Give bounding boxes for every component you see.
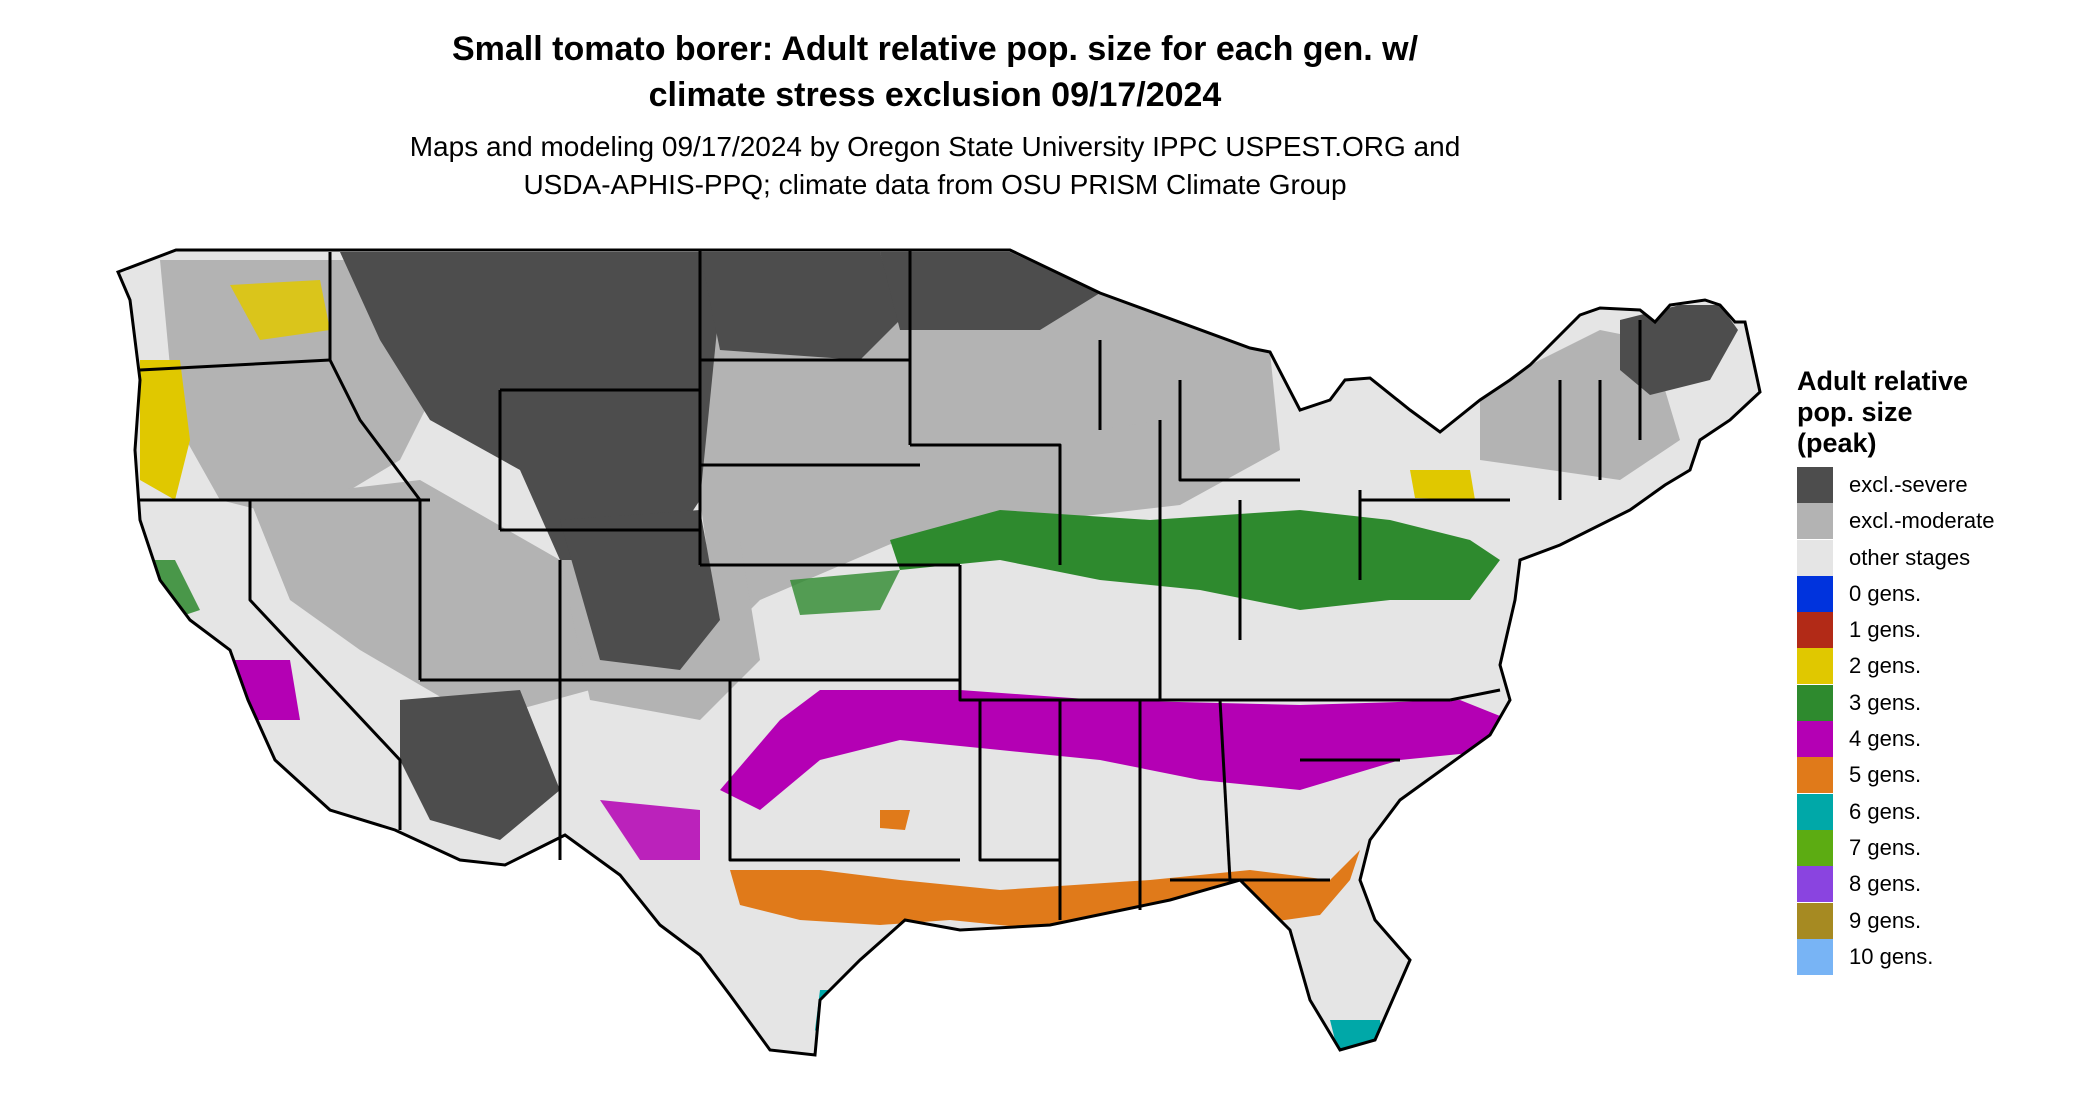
legend-label: 0 gens. <box>1849 580 1922 606</box>
zone-2-gens-new-york <box>1410 470 1475 500</box>
legend-item-0-gens: 0 gens. <box>1797 575 2087 612</box>
legend-item-5-gens: 5 gens. <box>1797 757 2087 794</box>
legend-swatch <box>1797 902 1833 939</box>
legend-item-4-gens: 4 gens. <box>1797 721 2087 758</box>
legend-label: 3 gens. <box>1849 689 1922 715</box>
zone-2-gens-washington <box>230 280 330 340</box>
legend-title: Adult relative pop. size (peak) <box>1797 366 2087 459</box>
legend-swatch <box>1797 648 1833 685</box>
zone-excl-severe-maine <box>1620 305 1738 395</box>
boundary-al-ga <box>1218 699 1232 881</box>
legend-label: excl.-moderate <box>1849 508 1995 534</box>
legend-title-line-3: (peak) <box>1797 428 1877 458</box>
boundary-va-nc <box>1449 688 1501 702</box>
zone-4-gens-southwest <box>600 800 700 860</box>
legend-label: 6 gens. <box>1849 798 1922 824</box>
legend-swatch <box>1797 866 1833 903</box>
legend-swatch <box>1797 938 1833 975</box>
legend-item-6-gens: 6 gens. <box>1797 793 2087 830</box>
boundary-ia-mo <box>910 443 1062 565</box>
legend-item-7-gens: 7 gens. <box>1797 829 2087 866</box>
legend-item-1-gens: 1 gens. <box>1797 612 2087 649</box>
legend-items: excl.-severe excl.-moderate other stages… <box>1797 467 2087 975</box>
legend-item-9-gens: 9 gens. <box>1797 902 2087 939</box>
legend-swatch <box>1797 539 1833 576</box>
legend-swatch <box>1797 612 1833 649</box>
legend-label: excl.-severe <box>1849 472 1968 497</box>
legend-label: 7 gens. <box>1849 834 1922 860</box>
legend-label: other stages <box>1849 544 1971 570</box>
zone-3-gens-corn-belt <box>890 510 1500 610</box>
legend-item-excl-severe: excl.-severe <box>1797 467 2087 503</box>
map-title-line-2: climate stress exclusion 09/17/2024 <box>648 76 1222 114</box>
legend-swatch <box>1797 575 1833 612</box>
legend-label: 2 gens. <box>1849 653 1922 679</box>
legend-label: 9 gens. <box>1849 907 1922 933</box>
boundary-mi-lower <box>1178 380 1300 482</box>
legend-title-line-1: Adult relative <box>1797 366 1969 396</box>
legend-swatch <box>1797 757 1833 794</box>
zone-3-gens-kansas-edge <box>790 570 900 615</box>
boundary-ar-la <box>978 700 1060 862</box>
zone-excl-moderate-northwest <box>160 260 440 520</box>
boundary-nv-ca <box>248 500 402 830</box>
map-subtitle-line-1: Maps and modeling 09/17/2024 by Oregon S… <box>409 131 1461 162</box>
legend-item-8-gens: 8 gens. <box>1797 866 2087 903</box>
boundary-wa-or <box>139 358 331 372</box>
legend-label: 8 gens. <box>1849 871 1922 897</box>
legend-label: 1 gens. <box>1849 617 1922 643</box>
legend-item-excl-moderate: excl.-moderate <box>1797 503 2087 540</box>
zone-6-gens-south-texas <box>815 990 890 1055</box>
legend: Adult relative pop. size (peak) excl.-se… <box>1797 366 2087 975</box>
zone-excl-severe-colorado <box>560 510 720 670</box>
zone-4-gens-california <box>230 660 300 720</box>
map-subtitle: Maps and modeling 09/17/2024 by Oregon S… <box>0 128 1870 204</box>
zone-excl-moderate-michigan <box>1030 330 1160 430</box>
zone-excl-severe-arizona <box>400 690 560 840</box>
zone-excl-severe-minnesota <box>880 252 1100 330</box>
legend-item-3-gens: 3 gens. <box>1797 684 2087 721</box>
legend-swatch <box>1797 721 1833 758</box>
legend-label: 10 gens. <box>1849 943 1934 969</box>
legend-swatch <box>1797 467 1833 503</box>
map-title: Small tomato borer: Adult relative pop. … <box>0 26 1870 118</box>
zone-2-gens-pacific-northwest <box>140 360 190 500</box>
legend-swatch <box>1797 829 1833 866</box>
legend-item-other-stages: other stages <box>1797 539 2087 576</box>
legend-label: 5 gens. <box>1849 762 1922 788</box>
zone-6-gens-south-florida <box>1330 1020 1385 1055</box>
legend-label: 4 gens. <box>1849 726 1922 752</box>
legend-item-2-gens: 2 gens. <box>1797 648 2087 685</box>
state-boundaries <box>139 250 1642 920</box>
zone-4-gens-southern-plains <box>720 690 1510 810</box>
zone-5-gens-texas <box>880 810 910 830</box>
zone-excl-severe-northern-rockies <box>340 252 720 560</box>
legend-swatch <box>1797 793 1833 830</box>
legend-swatch <box>1797 503 1833 540</box>
legend-title-line-2: pop. size <box>1797 397 1913 427</box>
zone-excl-severe-north-plains <box>700 252 900 360</box>
boundary-id-mt <box>328 252 422 680</box>
legend-swatch <box>1797 684 1833 721</box>
legend-item-10-gens: 10 gens. <box>1797 938 2087 975</box>
map-title-line-1: Small tomato borer: Adult relative pop. … <box>451 30 1419 68</box>
boundary-ok-tx <box>728 680 960 862</box>
map-subtitle-line-2: USDA-APHIS-PPQ; climate data from OSU PR… <box>523 169 1347 200</box>
